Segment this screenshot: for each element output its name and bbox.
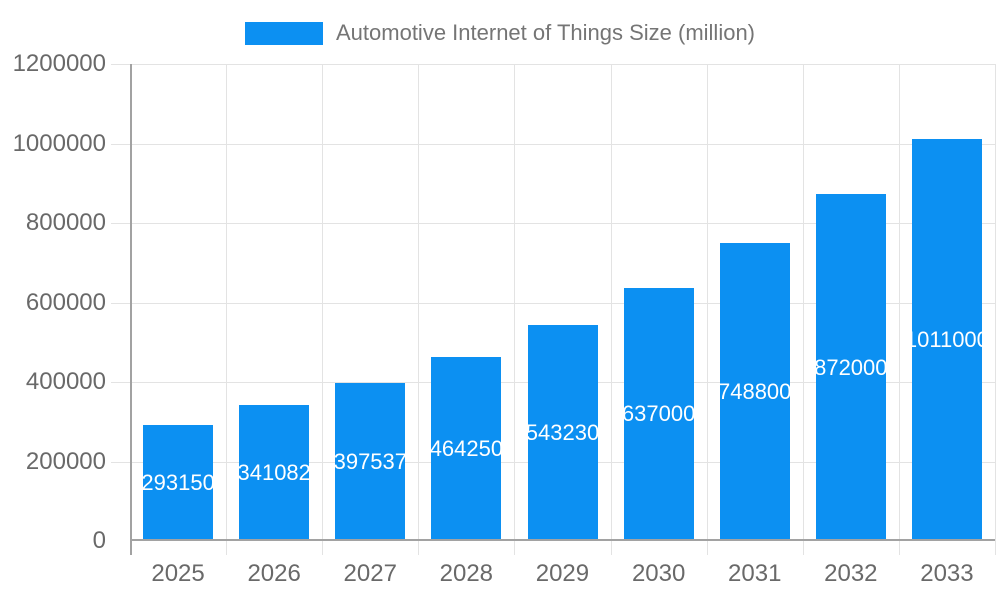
bar-value-label: 293150 <box>141 469 215 495</box>
legend: Automotive Internet of Things Size (mill… <box>0 20 1000 46</box>
x-tick-label-2030: 2030 <box>631 560 686 587</box>
legend-swatch-icon <box>245 21 323 45</box>
v-gridline <box>226 64 228 555</box>
y-tick-label-0: 0 <box>92 527 106 554</box>
v-gridline <box>322 64 324 555</box>
v-gridline <box>802 64 804 555</box>
legend-label: Automotive Internet of Things Size (mill… <box>336 20 755 45</box>
h-gridline <box>111 223 995 224</box>
legend-item-series-1[interactable]: Automotive Internet of Things Size (mill… <box>245 20 755 46</box>
bar-value-label: 341082 <box>237 460 311 486</box>
x-tick-label-2026: 2026 <box>247 560 301 587</box>
h-gridline <box>111 302 995 304</box>
x-tick-label-2029: 2029 <box>535 560 590 587</box>
v-gridline <box>610 64 612 555</box>
y-axis-line <box>130 64 132 555</box>
bar-2030[interactable]: 637000 <box>621 287 696 541</box>
bar-2033[interactable]: 1011000 <box>905 139 989 541</box>
bar-value-label: 637000 <box>621 401 696 427</box>
v-gridline <box>418 64 420 555</box>
h-gridline <box>111 143 995 145</box>
bar-value-label: 543230 <box>525 420 600 446</box>
x-tick-label-2025: 2025 <box>151 560 205 587</box>
bar-2032[interactable]: 872000 <box>814 194 888 541</box>
bar-value-label: 464250 <box>429 435 504 461</box>
x-tick-label-2033: 2033 <box>920 560 974 587</box>
bar-2028[interactable]: 464250 <box>429 356 504 541</box>
v-gridline <box>898 64 900 555</box>
plot-area: 293150 341082 397537 464250 543230 637000 7488… <box>111 64 996 555</box>
v-gridline <box>514 64 516 555</box>
bar-value-label: 748800 <box>717 379 792 405</box>
x-tick-label-2027: 2027 <box>343 560 397 587</box>
bar-2031[interactable]: 748800 <box>717 243 792 541</box>
x-tick-label-2032: 2032 <box>824 560 878 587</box>
y-tick-label-600000: 600000 <box>25 288 106 316</box>
y-tick-label-800000: 800000 <box>25 209 106 236</box>
bar-value-label: 1011000 <box>904 327 989 353</box>
bar-2027[interactable]: 397537 <box>333 383 408 541</box>
y-tick-label-200000: 200000 <box>25 447 106 475</box>
x-tick-label-2028: 2028 <box>439 560 494 587</box>
bar-value-label: 397537 <box>333 449 408 474</box>
y-tick-label-400000: 400000 <box>25 368 106 395</box>
y-tick-label-1000000: 1000000 <box>12 129 106 157</box>
bar-value-label: 872000 <box>814 354 888 380</box>
bar-2029[interactable]: 543230 <box>525 325 600 541</box>
x-tick-label-2031: 2031 <box>728 560 782 587</box>
bar-2026[interactable]: 341082 <box>237 405 311 541</box>
bar-2025[interactable]: 293150 <box>141 424 215 541</box>
y-tick-label-1200000: 1200000 <box>12 50 106 77</box>
v-gridline <box>706 64 708 555</box>
h-gridline <box>111 64 995 65</box>
x-axis-line <box>130 539 995 541</box>
v-gridline <box>995 64 996 555</box>
